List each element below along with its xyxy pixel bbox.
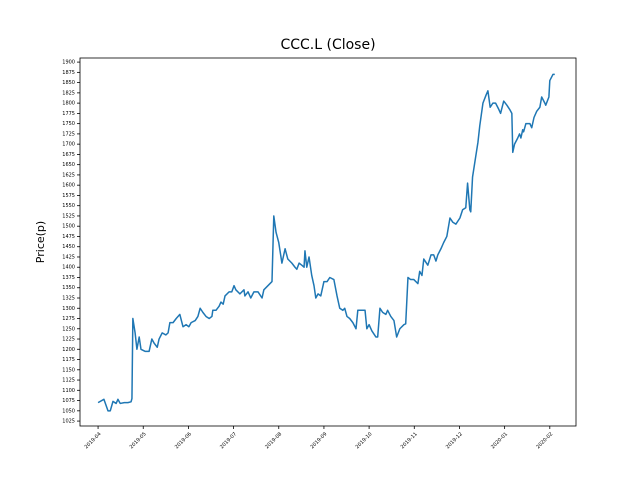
y-tick-label: 1500	[62, 224, 75, 230]
y-tick-label: 1225	[62, 337, 75, 343]
chart-title: CCC.L (Close)	[280, 37, 375, 53]
y-tick-label: 1100	[62, 388, 75, 394]
price-line	[97, 73, 555, 412]
y-tick-label: 1125	[62, 378, 75, 384]
y-tick-label: 1375	[62, 275, 75, 281]
y-tick-label: 1075	[62, 398, 75, 404]
y-tick-label: 1875	[62, 70, 75, 76]
y-tick-label: 1450	[62, 244, 75, 250]
y-tick-label: 1775	[62, 111, 75, 117]
y-tick-label: 1900	[62, 60, 75, 66]
y-tick-label: 1325	[62, 296, 75, 302]
y-tick-label: 1600	[62, 183, 75, 189]
y-tick-label: 1850	[62, 80, 75, 86]
y-tick-label: 1550	[62, 203, 75, 209]
y-tick-label: 1400	[62, 265, 75, 271]
y-axis-label: Price(p)	[34, 221, 47, 263]
y-tick-label: 1175	[62, 357, 75, 363]
y-tick-label: 1025	[62, 419, 75, 425]
y-tick-label: 1250	[62, 326, 75, 332]
y-tick-label: 1050	[62, 408, 75, 414]
y-tick-label: 1525	[62, 213, 75, 219]
y-tick-label: 1275	[62, 316, 75, 322]
y-tick-label: 1675	[62, 152, 75, 158]
y-tick-label: 1200	[62, 347, 75, 353]
y-tick-label: 1750	[62, 121, 75, 127]
y-tick-label: 1700	[62, 142, 75, 148]
plot-frame	[79, 57, 577, 427]
y-tick-label: 1475	[62, 234, 75, 240]
y-tick-label: 1825	[62, 90, 75, 96]
y-tick-label: 1625	[62, 172, 75, 178]
y-tick-label: 1800	[62, 101, 75, 107]
y-tick-label: 1575	[62, 193, 75, 199]
y-tick-label: 1350	[62, 285, 75, 291]
y-tick-label: 1150	[62, 367, 75, 373]
y-tick-label: 1425	[62, 254, 75, 260]
y-tick-label: 1650	[62, 162, 75, 168]
y-tick-label: 1300	[62, 306, 75, 312]
y-tick-label: 1725	[62, 131, 75, 137]
